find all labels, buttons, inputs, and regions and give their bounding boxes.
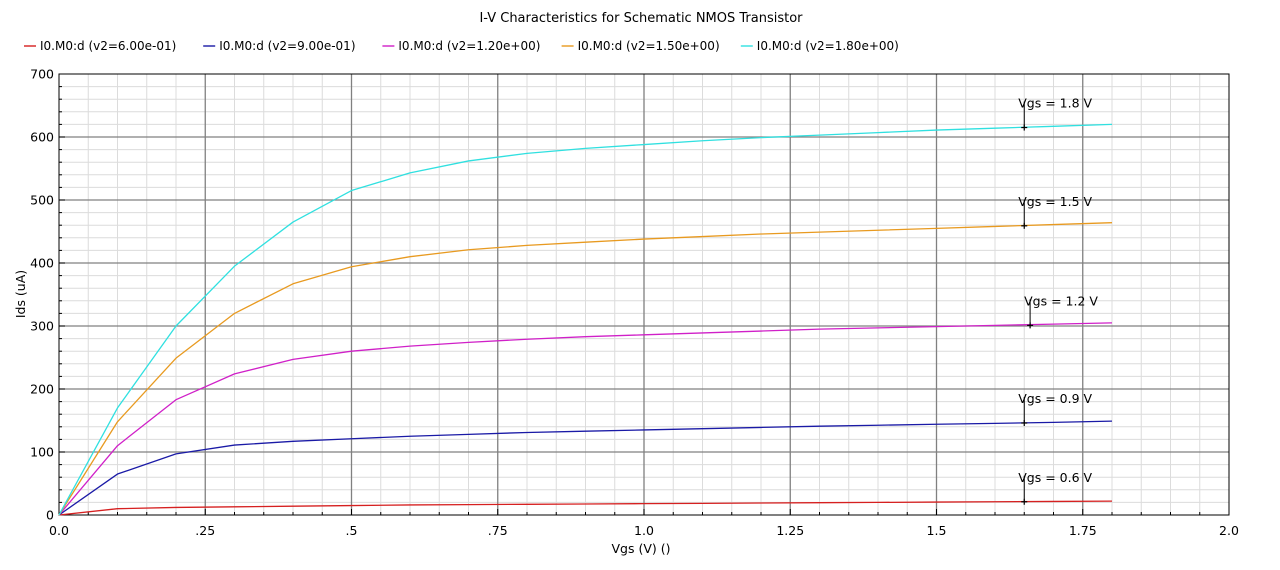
series-line-4 (58, 222, 1113, 516)
y-tick-label: 200 (30, 382, 54, 397)
annotation-4: Vgs = 0.9 V (1018, 391, 1093, 427)
legend-item-1: I0.M0:d (v2=6.00e-01) (24, 39, 176, 53)
y-axis-label: Ids (uA) (13, 270, 28, 318)
legend: I0.M0:d (v2=6.00e-01) I0.M0:d (v2=9.00e-0… (24, 39, 899, 53)
x-tick-label: 1.0 (634, 523, 654, 538)
y-tick-label: 600 (30, 130, 54, 145)
legend-label: I0.M0:d (v2=6.00e-01) (40, 39, 176, 53)
y-tick-label: 700 (30, 67, 54, 82)
y-tick-label: 300 (30, 319, 54, 334)
y-tick-label: 400 (30, 256, 54, 271)
chart-title: I-V Characteristics for Schematic NMOS T… (479, 11, 803, 26)
x-tick-label: .75 (488, 523, 508, 538)
legend-item-4: I0.M0:d (v2=1.50e+00) (561, 39, 720, 53)
annotation-3: Vgs = 1.2 V (1024, 293, 1098, 329)
annotation-label: Vgs = 0.6 V (1018, 470, 1092, 485)
plot-area: 0.0 .25 .5 .75 1.0 1.25 1.5 1.75 2.0 0 100 200 300 40… (30, 67, 1239, 539)
annotation-label: Vgs = 1.5 V (1018, 194, 1092, 209)
series-line-5 (58, 123, 1113, 516)
series-line-2 (58, 420, 1113, 516)
legend-label: I0.M0:d (v2=1.50e+00) (578, 39, 720, 53)
x-tick-label: 0.0 (49, 523, 69, 538)
legend-item-5: I0.M0:d (v2=1.80e+00) (740, 39, 899, 53)
y-tick-label: 100 (30, 445, 54, 460)
legend-item-3: I0.M0:d (v2=1.20e+00) (382, 39, 540, 53)
series-line-1 (58, 500, 1113, 516)
x-tick-label: .25 (195, 523, 215, 538)
y-tick-label: 0 (46, 508, 54, 523)
legend-label: I0.M0:d (v2=1.80e+00) (757, 39, 899, 53)
x-tick-label: 1.25 (776, 523, 804, 538)
legend-label: I0.M0:d (v2=9.00e-01) (219, 39, 355, 53)
annotation-label: Vgs = 1.8 V (1018, 96, 1092, 111)
annotation-2: Vgs = 1.5 V (1018, 194, 1093, 229)
annotation-1: Vgs = 1.8 V (1018, 96, 1093, 131)
legend-item-2: I0.M0:d (v2=9.00e-01) (203, 39, 356, 53)
x-tick-label: .5 (346, 523, 358, 538)
annotation-5: Vgs = 0.6 V (1018, 470, 1093, 505)
annotation-label: Vgs = 1.2 V (1024, 293, 1098, 308)
x-tick-label: 1.5 (927, 523, 947, 538)
series-line-3 (58, 322, 1113, 516)
y-tick-label: 500 (30, 193, 54, 208)
legend-label: I0.M0:d (v2=1.20e+00) (398, 39, 540, 53)
x-tick-label: 1.75 (1069, 523, 1097, 538)
x-tick-label: 2.0 (1219, 523, 1239, 538)
x-axis-label: Vgs (V) () (611, 541, 670, 556)
annotation-label: Vgs = 0.9 V (1018, 391, 1092, 406)
